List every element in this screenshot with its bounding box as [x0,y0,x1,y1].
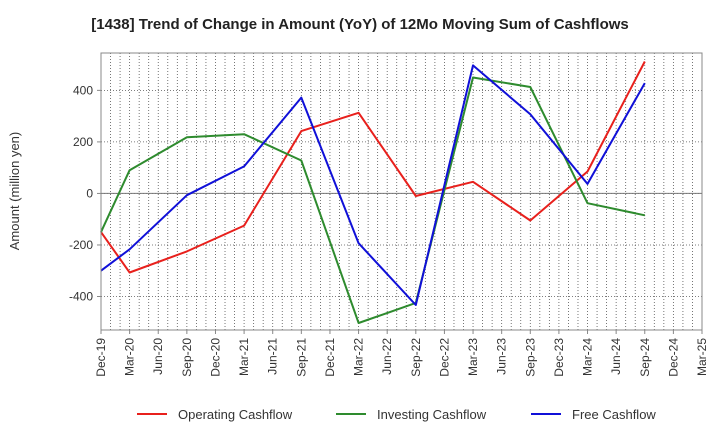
axes: -400 -200 0 200 400 Dec-19 Mar-20 Jun-20 Sep-20 D… [69,52,709,377]
plot-area [101,53,702,330]
y-tick-label: 200 [73,135,93,149]
x-tick-label: Dec-24 [666,338,680,377]
x-tick-label: Mar-25 [695,338,709,376]
x-tick-label: Sep-23 [523,338,537,377]
series-layer [100,61,646,324]
x-tick-label: Jun-21 [266,338,280,375]
legend-label: Free Cashflow [572,407,656,422]
x-tick-label: Dec-20 [209,338,223,377]
grid-lines [100,53,703,330]
x-tick-label: Mar-24 [581,338,595,376]
x-tick-label: Dec-19 [94,338,108,377]
x-tick-label: Sep-22 [409,338,423,377]
x-tick-label: Mar-23 [466,338,480,376]
legend: Operating Cashflow Investing Cashflow Free… [137,407,656,422]
y-axis-title: Amount (million yen) [7,132,22,251]
x-tick-label: Sep-20 [180,338,194,377]
y-tick-label: 0 [86,186,93,200]
x-tick-label: Sep-24 [638,338,652,377]
y-tick-label: -400 [69,290,93,304]
plot-frame [100,52,703,331]
x-tick-label: Mar-22 [352,338,366,376]
plot-background [101,53,702,330]
legend-label: Operating Cashflow [178,407,293,422]
chart-title: [1438] Trend of Change in Amount (YoY) o… [91,16,629,33]
legend-label: Investing Cashflow [377,407,487,422]
x-tick-label: Mar-21 [237,338,251,376]
x-tick-label: Dec-21 [323,338,337,377]
x-tick-label: Jun-20 [151,338,165,375]
x-tick-label: Jun-24 [609,338,623,375]
y-tick-label: 400 [73,83,93,97]
x-tick-label: Dec-23 [552,338,566,377]
x-tick-label: Sep-21 [294,338,308,377]
x-tick-label: Jun-23 [495,338,509,375]
x-tick-label: Dec-22 [437,338,451,377]
x-tick-label: Jun-22 [380,338,394,375]
x-tick-label: Mar-20 [123,338,137,376]
y-tick-label: -200 [69,238,93,252]
